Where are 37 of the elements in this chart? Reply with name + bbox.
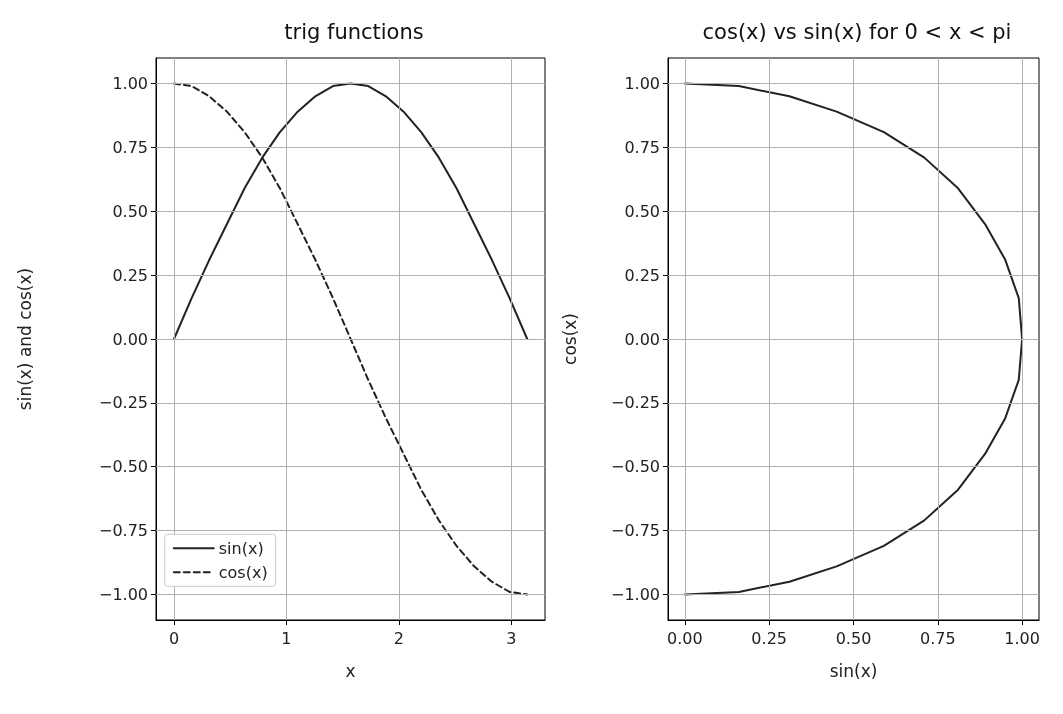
x-tick-label: 0.00 xyxy=(667,628,703,648)
x-tick-label: 0 xyxy=(168,628,180,648)
x-tick-label: 1.00 xyxy=(1004,628,1040,648)
y-tick-label: −0.25 xyxy=(610,393,660,413)
x-tick-label: 0.50 xyxy=(835,628,872,648)
y-tick-label: −1.00 xyxy=(610,584,660,604)
line-series xyxy=(683,82,1024,596)
y-tick-label: 0.00 xyxy=(624,329,660,349)
y-tick-label: 1.00 xyxy=(624,74,660,94)
y-tick-label: −0.25 xyxy=(98,393,148,413)
y-tick-label: 0.25 xyxy=(112,265,148,285)
y-tick-label: 0.75 xyxy=(112,137,148,157)
chart-title: trig functions xyxy=(284,19,424,44)
y-tick-label: −1.00 xyxy=(98,584,148,604)
x-tick-label: 3 xyxy=(506,628,517,648)
legend-label: sin(x) xyxy=(218,538,264,558)
y-tick-label: 0.50 xyxy=(624,201,660,221)
y-tick-label: −0.75 xyxy=(610,521,660,541)
x-tick-label: 0.25 xyxy=(751,628,787,648)
x-tick-label: 1 xyxy=(281,628,292,648)
x-axis-title: sin(x) xyxy=(829,660,878,681)
x-axis-title: x xyxy=(345,660,356,681)
x-tick-label: 0.75 xyxy=(920,628,956,648)
y-tick-label: 0.00 xyxy=(112,329,148,349)
y-axis-title: cos(x) xyxy=(559,313,580,365)
x-tick-label: 2 xyxy=(393,628,404,648)
y-tick-label: −0.50 xyxy=(98,457,148,477)
y-tick-label: 0.50 xyxy=(112,201,148,221)
chart-title: cos(x) vs sin(x) for 0 < x < pi xyxy=(702,19,1012,44)
y-tick-label: −0.50 xyxy=(610,457,660,477)
y-tick-label: 0.75 xyxy=(624,137,660,157)
y-tick-label: 0.25 xyxy=(624,265,660,285)
line-series xyxy=(172,82,529,596)
y-axis-title: sin(x) and cos(x) xyxy=(14,267,35,411)
y-tick-label: 1.00 xyxy=(112,74,148,94)
legend-label: cos(x) xyxy=(218,562,268,582)
y-tick-label: −0.75 xyxy=(98,521,148,541)
